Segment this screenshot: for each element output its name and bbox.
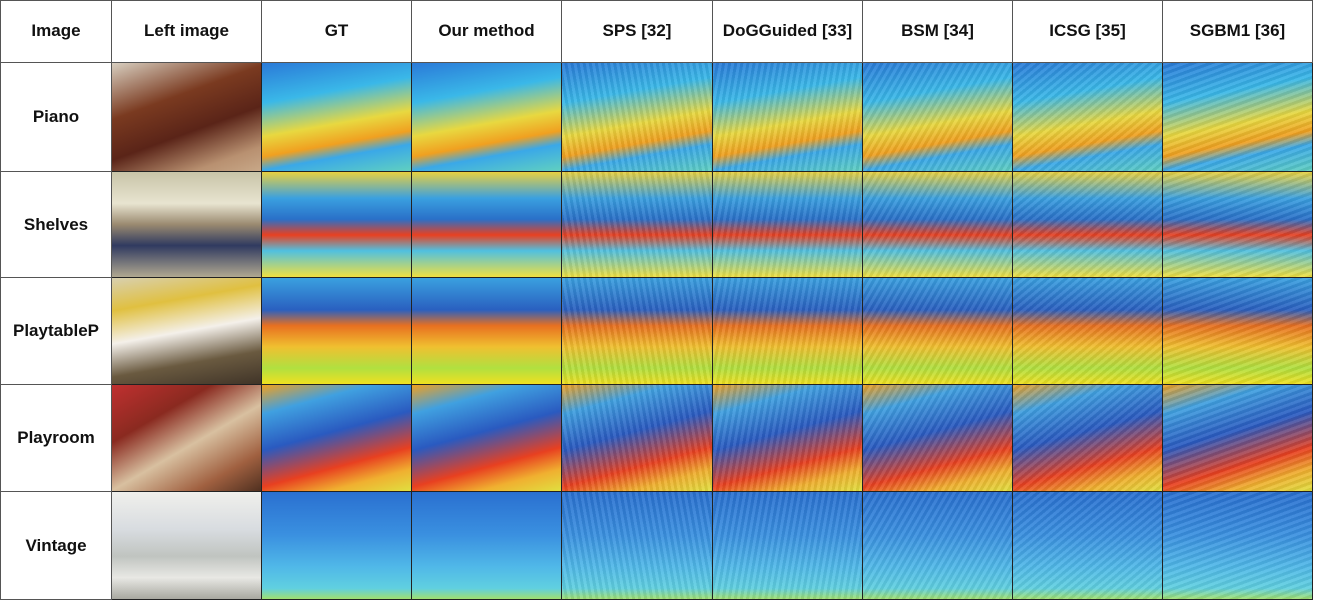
depth-map [412, 63, 562, 172]
depth-map [262, 492, 412, 600]
left-image [112, 492, 262, 600]
depth-map [1163, 172, 1313, 278]
column-header: ICSG [35] [1013, 0, 1163, 63]
left-image [112, 172, 262, 278]
depth-map [1163, 63, 1313, 172]
depth-map [713, 492, 863, 600]
depth-map [1013, 385, 1163, 492]
column-header: Image [0, 0, 112, 63]
row-label: Playroom [0, 385, 112, 492]
depth-map [262, 63, 412, 172]
column-header: SPS [32] [562, 0, 713, 63]
row-label: Vintage [0, 492, 112, 600]
column-header: BSM [34] [863, 0, 1013, 63]
depth-map [562, 172, 713, 278]
depth-map [863, 385, 1013, 492]
depth-map [412, 278, 562, 385]
left-image [112, 385, 262, 492]
depth-map [1163, 278, 1313, 385]
left-image [112, 63, 262, 172]
column-header: Left image [112, 0, 262, 63]
depth-map [562, 63, 713, 172]
depth-map [863, 278, 1013, 385]
depth-map [412, 385, 562, 492]
depth-map [412, 492, 562, 600]
depth-map [863, 63, 1013, 172]
depth-map [863, 492, 1013, 600]
row-label: Shelves [0, 172, 112, 278]
depth-map [262, 172, 412, 278]
depth-map [562, 278, 713, 385]
depth-map [863, 172, 1013, 278]
depth-map [1163, 385, 1313, 492]
column-header: SGBM1 [36] [1163, 0, 1313, 63]
left-image [112, 278, 262, 385]
depth-map [1013, 492, 1163, 600]
row-label: PlaytableP [0, 278, 112, 385]
row-label: Piano [0, 63, 112, 172]
column-header: Our method [412, 0, 562, 63]
depth-map [713, 63, 863, 172]
depth-map [713, 278, 863, 385]
depth-map [713, 385, 863, 492]
depth-map [412, 172, 562, 278]
depth-map [713, 172, 863, 278]
depth-map [1163, 492, 1313, 600]
column-header: GT [262, 0, 412, 63]
depth-map [562, 492, 713, 600]
depth-map [562, 385, 713, 492]
depth-map [1013, 63, 1163, 172]
depth-map [262, 278, 412, 385]
depth-map [262, 385, 412, 492]
column-header: DoGGuided [33] [713, 0, 863, 63]
depth-map [1013, 172, 1163, 278]
figure-table: ImageLeft imageGTOur methodSPS [32]DoGGu… [0, 0, 1317, 605]
depth-map [1013, 278, 1163, 385]
